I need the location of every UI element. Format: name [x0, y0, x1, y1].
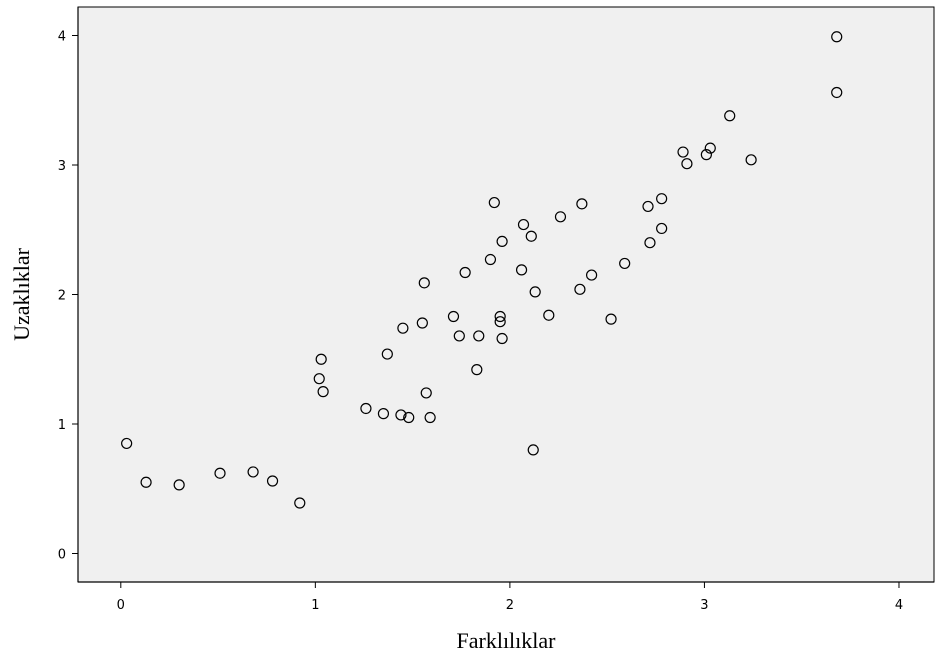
data-point — [140, 476, 152, 488]
y-tick-label: 2 — [58, 289, 66, 304]
data-point — [317, 386, 329, 398]
data-point — [459, 266, 471, 279]
data-point — [377, 408, 390, 420]
data-point — [831, 31, 843, 43]
y-tick-label: 0 — [58, 548, 66, 563]
data-point — [360, 402, 372, 415]
data-point — [416, 317, 428, 329]
data-point — [700, 149, 712, 161]
data-point — [543, 309, 555, 321]
data-point — [724, 110, 736, 122]
x-tick-label: 0 — [117, 598, 125, 613]
data-point — [517, 218, 530, 231]
data-point — [494, 310, 506, 323]
data-point — [704, 142, 716, 154]
data-point — [644, 237, 656, 249]
data-point — [214, 467, 226, 479]
data-point — [515, 264, 528, 276]
data-point — [677, 146, 689, 158]
data-point — [554, 211, 567, 223]
data-point — [453, 330, 465, 342]
data-point — [494, 316, 506, 328]
data-point — [266, 475, 279, 487]
data-point — [831, 86, 843, 99]
y-tick-label: 4 — [58, 29, 66, 44]
data-point — [605, 313, 617, 325]
x-tick-label: 2 — [506, 598, 514, 613]
data-point — [656, 222, 668, 235]
data-point — [525, 230, 537, 242]
data-point — [527, 444, 539, 456]
data-point — [576, 198, 588, 210]
data-point — [488, 196, 500, 209]
data-point — [619, 257, 631, 270]
data-point — [745, 154, 757, 166]
data-point — [121, 437, 133, 450]
x-tick-label: 4 — [895, 598, 903, 613]
data-point — [247, 466, 259, 478]
data-point — [496, 235, 508, 248]
data-point — [529, 286, 541, 298]
data-point — [471, 364, 483, 376]
data-point — [381, 348, 393, 360]
axis-ticks: 0 1 2 3 4 0 1 2 3 4 — [58, 29, 903, 613]
data-point — [315, 353, 327, 365]
data-points — [121, 31, 843, 509]
y-axis-title: Uzaklıklar — [9, 247, 34, 341]
data-point — [656, 193, 668, 205]
data-point — [313, 373, 325, 385]
data-point — [574, 283, 586, 295]
y-tick-label: 1 — [58, 418, 66, 433]
x-axis-title: Farklılıklar — [457, 628, 557, 653]
y-tick-label: 3 — [58, 159, 66, 174]
data-point — [642, 200, 654, 213]
x-tick-label: 3 — [700, 598, 708, 613]
data-point — [397, 322, 409, 334]
data-point — [484, 253, 497, 266]
data-point — [418, 277, 430, 289]
data-point — [447, 310, 460, 323]
data-point — [420, 387, 432, 399]
data-point — [681, 158, 693, 170]
data-point — [294, 497, 306, 509]
data-point — [585, 269, 598, 281]
plot-background — [77, 6, 935, 583]
data-point — [424, 411, 436, 424]
data-point — [395, 409, 407, 421]
data-point — [473, 330, 485, 342]
data-point — [496, 332, 508, 345]
x-tick-label: 1 — [311, 598, 319, 613]
data-point — [403, 411, 415, 424]
data-point — [173, 479, 185, 491]
